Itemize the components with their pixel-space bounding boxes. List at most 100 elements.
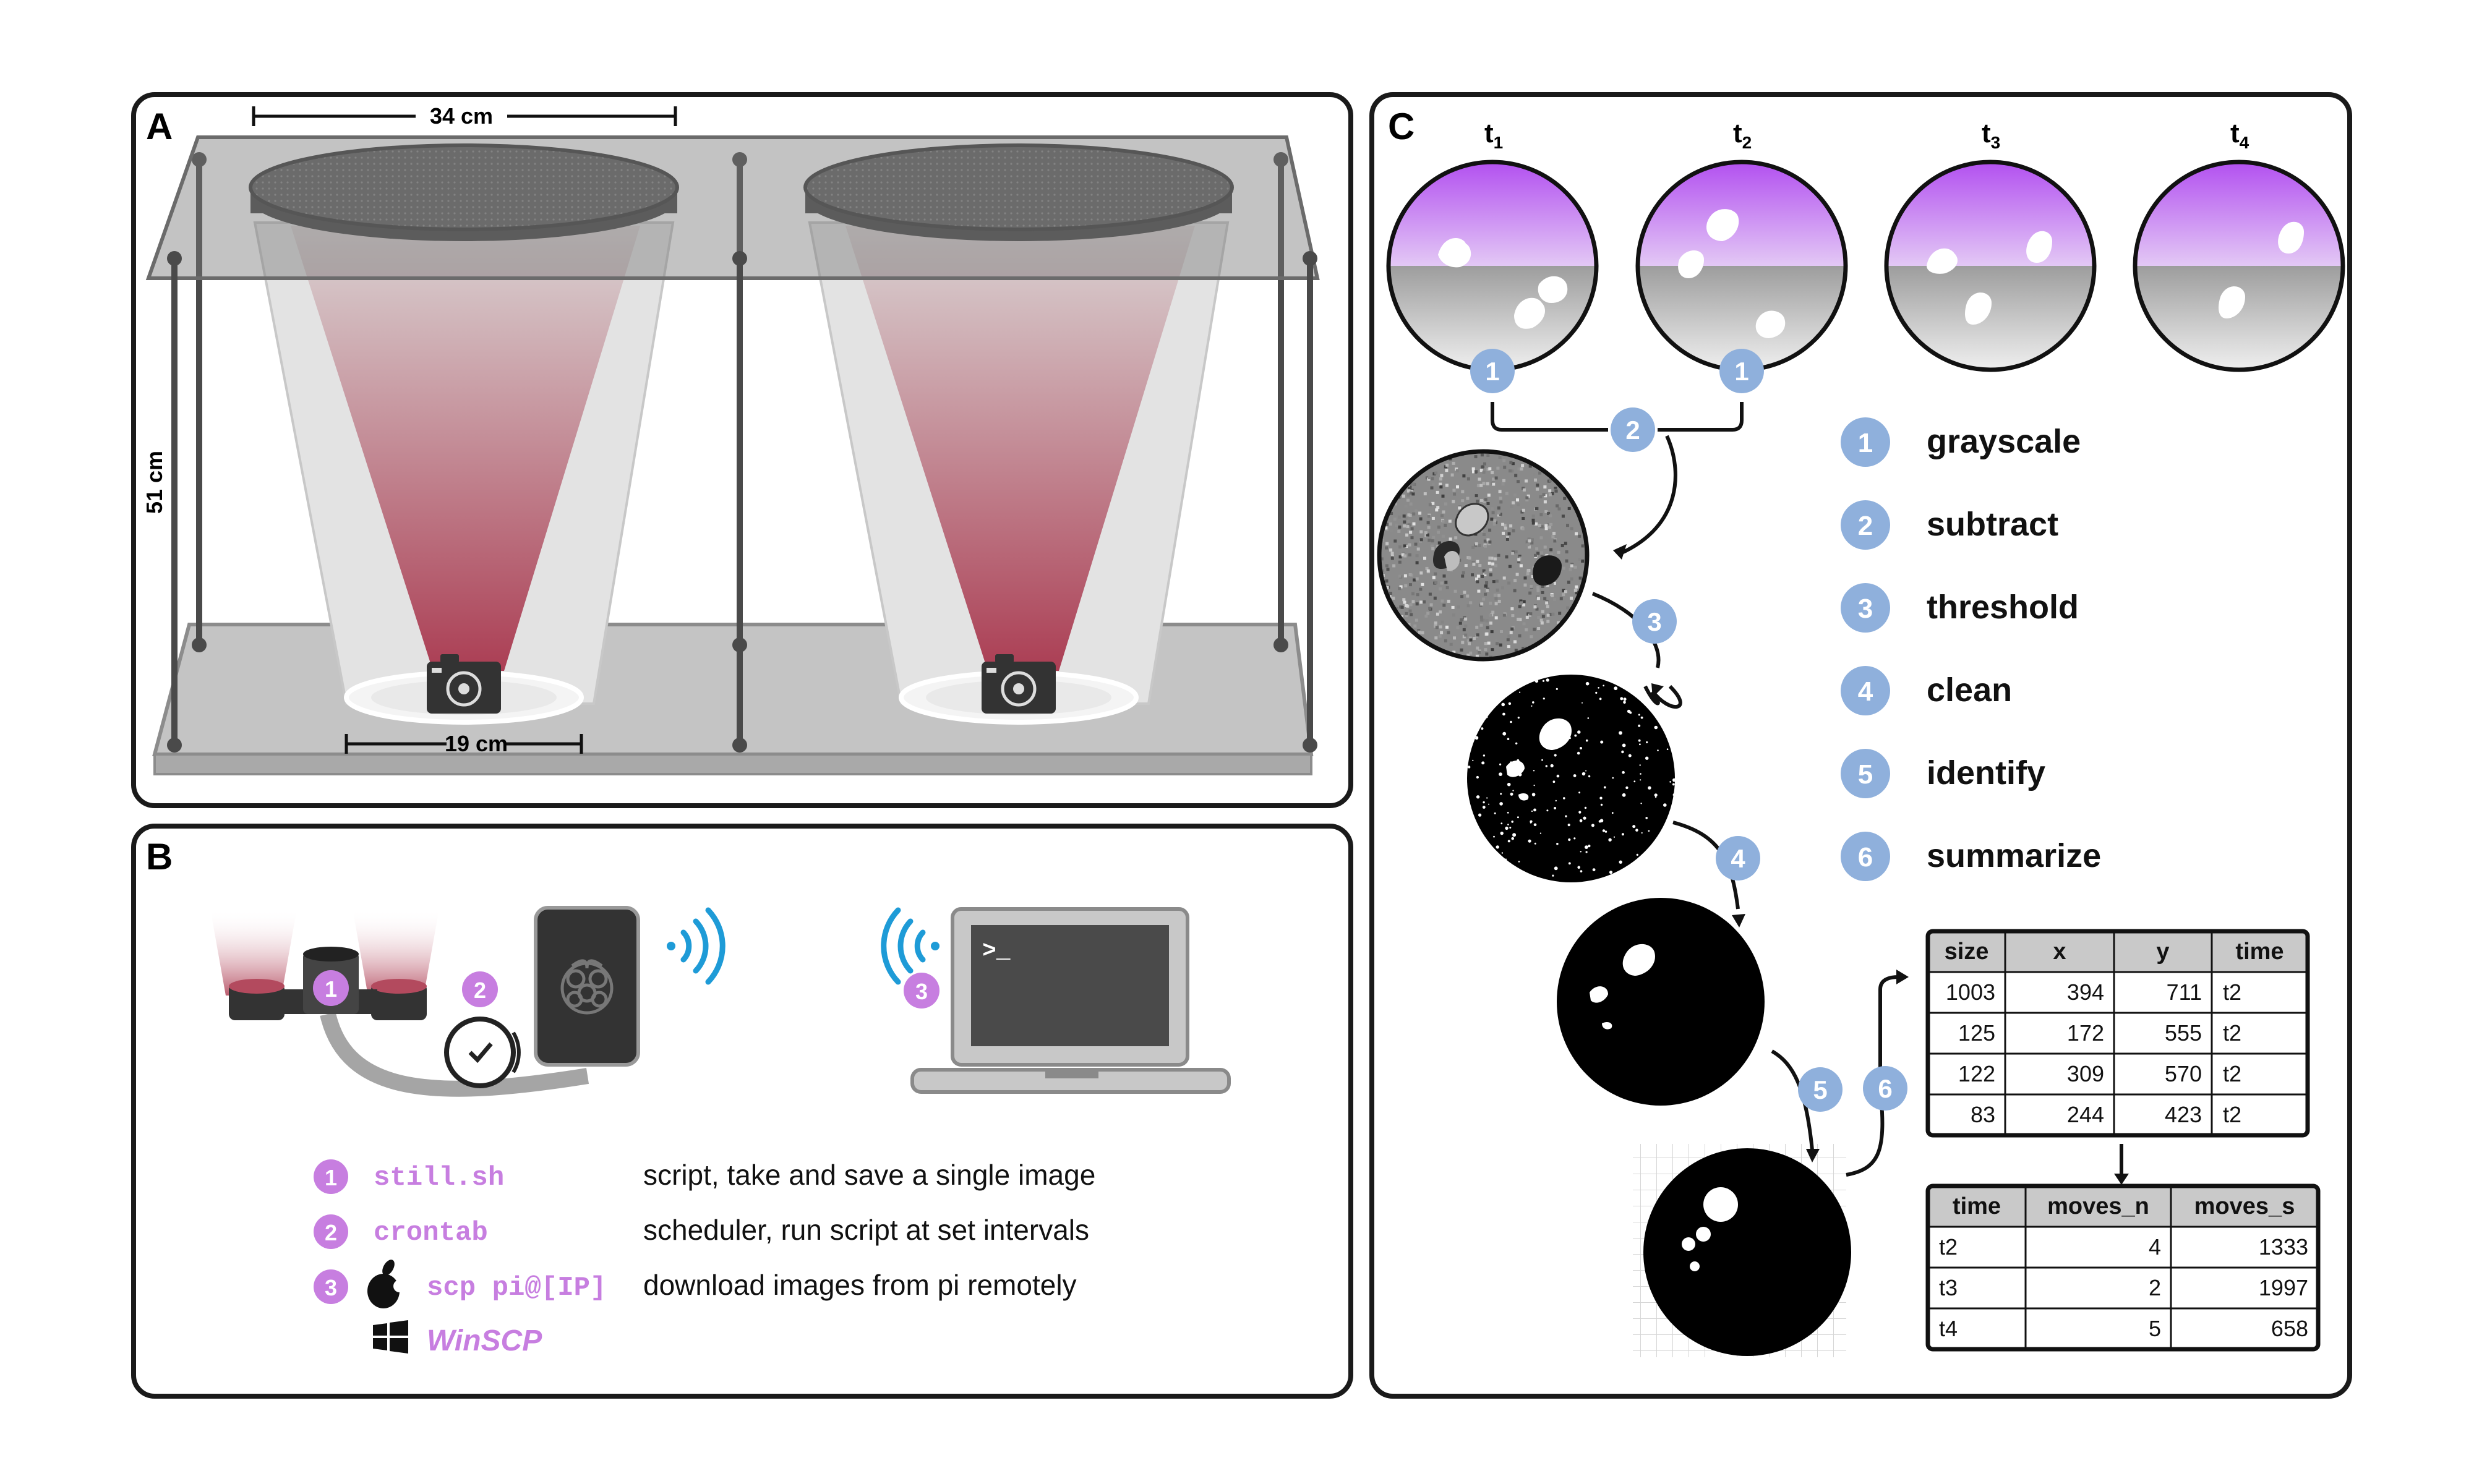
container-left: [249, 143, 679, 725]
flow-badge-identify: 5: [1798, 1067, 1843, 1112]
svg-text:2: 2: [1625, 416, 1640, 445]
flow-badge-grayscale-t2: 1: [1719, 349, 1764, 393]
badge-download: 3: [904, 973, 940, 1009]
svg-text:2: 2: [474, 978, 486, 1003]
dim-bottom-label: 19 cm: [445, 731, 508, 756]
step-number: 2: [1858, 511, 1873, 541]
flow-badge-grayscale-t1: 1: [1470, 349, 1515, 393]
step-label: grayscale: [1927, 423, 2081, 460]
table-cell: 4: [2149, 1234, 2161, 1260]
laptop-icon: [910, 907, 1231, 1094]
table-header-cell: size: [1945, 939, 1989, 965]
movement-summary-table: time moves_n moves_s t2 4 1333 t3 2 1997 t4 5 658: [1925, 1183, 2321, 1352]
camera-icon: [982, 654, 1056, 714]
svg-text:3: 3: [1647, 607, 1661, 636]
table-cell: 555: [2165, 1020, 2202, 1046]
table-header-cell: moves_n: [2047, 1193, 2149, 1219]
table-cell: 394: [2067, 979, 2104, 1005]
step-legend: 1 grayscale 2 subtract 3 threshold 4 clean 5 iden…: [1841, 417, 2101, 881]
legend-cmd: crontab: [374, 1217, 488, 1248]
svg-text:3: 3: [915, 979, 928, 1004]
step-label: identify: [1927, 754, 2045, 791]
apparatus-illustration: 34 cm 19 cm 51 cm: [142, 103, 1320, 775]
table-cell: 5: [2149, 1316, 2161, 1341]
timepoint-label: t2: [1733, 118, 1752, 152]
timepoint-labels: t1 t2 t3 t4: [1484, 118, 2249, 152]
step-number: 5: [1858, 759, 1873, 790]
table-cell: 1003: [1946, 979, 1995, 1005]
table-cell: t2: [1939, 1234, 1958, 1260]
legend-num: 1: [325, 1165, 337, 1190]
step-number: 3: [1858, 594, 1873, 624]
wifi-icon: [667, 907, 726, 985]
step-clean: 4 clean: [1841, 666, 2012, 715]
step-number: 4: [1858, 676, 1873, 707]
table-header-cell: moves_s: [2194, 1193, 2295, 1219]
svg-text:1: 1: [1485, 357, 1499, 386]
step-number: 6: [1858, 842, 1873, 872]
container-right: [803, 143, 1234, 725]
legend-row-1: 1 still.sh script, take and save a singl…: [314, 1159, 1095, 1194]
svg-text:6: 6: [1878, 1074, 1892, 1103]
flow-badge-summarize: 6: [1863, 1066, 1907, 1111]
legend-desc: script, take and save a single image: [643, 1159, 1095, 1191]
legend-num: 3: [325, 1275, 337, 1300]
panel-a-letter: A: [146, 106, 173, 147]
step-number: 1: [1858, 428, 1873, 458]
table-cell: 1333: [2259, 1234, 2308, 1260]
legend-cmd: still.sh: [374, 1162, 504, 1193]
timepoint-label: t4: [2230, 118, 2249, 152]
winscp-label: WinSCP: [427, 1324, 542, 1357]
badge-scheduler: 2: [462, 971, 498, 1007]
raspberry-pi-icon: [560, 959, 614, 1015]
svg-text:1: 1: [325, 976, 337, 1002]
table-header-cell: y: [2156, 939, 2169, 965]
table-cell: 309: [2067, 1061, 2104, 1086]
table-header-cell: x: [2053, 939, 2066, 965]
table-header-cell: time: [2235, 939, 2284, 965]
table-cell: t3: [1939, 1275, 1958, 1300]
camera-icon: [427, 654, 501, 714]
table-cell: 83: [1971, 1102, 1995, 1127]
legend-desc: scheduler, run script at set intervals: [643, 1214, 1089, 1246]
step-label: subtract: [1927, 506, 2058, 543]
table-cell: 1997: [2259, 1275, 2308, 1300]
svg-text:4: 4: [1731, 844, 1745, 873]
step-identify: 5 identify: [1841, 749, 2045, 798]
table-cell: t4: [1939, 1316, 1958, 1341]
timepoint-label: t1: [1484, 118, 1503, 152]
svg-text:1: 1: [1734, 357, 1748, 386]
timepoint-label: t3: [1982, 118, 2000, 152]
cleaned-image: [1557, 898, 1765, 1106]
table-cell: 711: [2167, 979, 2202, 1005]
panel-b-letter: B: [146, 836, 173, 877]
identified-image: [1633, 1144, 1851, 1357]
dim-side-label: 51 cm: [142, 451, 167, 514]
panel-c-letter: C: [1388, 106, 1415, 147]
table-cell: 423: [2165, 1102, 2202, 1127]
table-cell: t2: [2223, 1020, 2241, 1046]
dim-top-label: 34 cm: [430, 103, 493, 129]
svg-text:5: 5: [1813, 1075, 1827, 1104]
legend-cmd: scp pi@[IP]: [427, 1273, 606, 1303]
table-cell: t2: [2223, 1102, 2241, 1127]
table-cell: t2: [2223, 979, 2241, 1005]
table-cell: 570: [2165, 1061, 2202, 1086]
flow-badge-threshold: 3: [1632, 599, 1677, 644]
table-cell: 658: [2271, 1316, 2308, 1341]
raspberry-pi-device: [534, 906, 640, 1067]
step-summarize: 6 summarize: [1841, 832, 2101, 881]
table-cell: 172: [2067, 1020, 2104, 1046]
table-cell: 125: [1958, 1020, 1995, 1046]
legend-desc: download images from pi remotely: [643, 1269, 1077, 1301]
table-cell: 2: [2149, 1275, 2161, 1300]
flow-badge-subtract: 2: [1611, 407, 1655, 452]
subtracted-image: [1377, 449, 1590, 662]
legend-row-3: 3 scp pi@[IP] download images from pi re…: [314, 1260, 1077, 1308]
badge-camera-script: 1: [313, 970, 349, 1006]
table-header-cell: time: [1953, 1193, 2001, 1219]
terminal-prompt: >_: [982, 938, 1011, 965]
apple-icon: [367, 1260, 406, 1308]
step-label: threshold: [1927, 589, 2079, 626]
